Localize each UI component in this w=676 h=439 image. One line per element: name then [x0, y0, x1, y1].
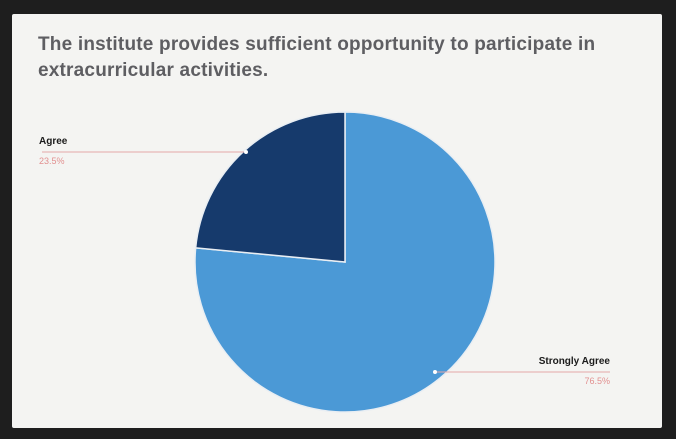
value-agree: 23.5%: [39, 156, 65, 166]
leader-dot-strongly-agree: [433, 370, 437, 374]
value-strongly-agree: 76.5%: [584, 376, 610, 386]
pie-slices: [194, 111, 496, 413]
leader-dot-agree: [244, 150, 248, 154]
pie-slice-agree: [194, 111, 346, 263]
label-strongly-agree: Strongly Agree: [539, 356, 611, 367]
chart-title: The institute provides sufficient opport…: [38, 34, 596, 81]
pie-chart: Agree 23.5% Strongly Agree 76.5%: [39, 111, 610, 413]
chart-card: The institute provides sufficient opport…: [12, 14, 662, 428]
label-agree: Agree: [39, 136, 68, 147]
callout-agree: Agree 23.5%: [39, 136, 248, 166]
callout-strongly-agree: Strongly Agree 76.5%: [433, 356, 610, 386]
